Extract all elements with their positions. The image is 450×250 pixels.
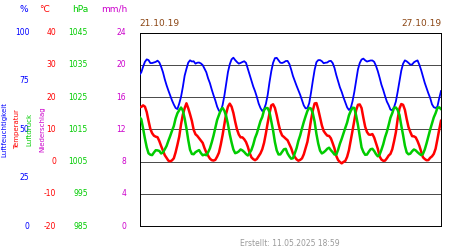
Text: 4: 4 [121,190,126,198]
Text: 24: 24 [117,28,126,37]
Text: 30: 30 [46,60,56,69]
Text: 50: 50 [19,125,29,134]
Text: 985: 985 [73,222,88,231]
Text: Luftfeuchtigkeit: Luftfeuchtigkeit [1,102,8,157]
Text: 20: 20 [117,60,126,69]
Text: 995: 995 [73,190,88,198]
Text: Temperatur: Temperatur [14,110,20,149]
Text: 1005: 1005 [68,157,88,166]
Text: 1045: 1045 [68,28,88,37]
Text: 10: 10 [47,125,56,134]
Text: 21.10.19: 21.10.19 [140,19,180,28]
Text: 0: 0 [121,222,126,231]
Text: 25: 25 [20,173,29,182]
Text: 0: 0 [24,222,29,231]
Text: Niederschlag: Niederschlag [39,106,45,152]
Text: 1035: 1035 [68,60,88,69]
Text: 1025: 1025 [68,92,88,102]
Text: 75: 75 [19,76,29,86]
Text: 100: 100 [15,28,29,37]
Text: 12: 12 [117,125,126,134]
Text: 8: 8 [121,157,126,166]
Text: 27.10.19: 27.10.19 [401,19,441,28]
Text: 16: 16 [117,92,126,102]
Text: mm/h: mm/h [102,5,128,14]
Text: %: % [19,5,28,14]
Text: 0: 0 [51,157,56,166]
Text: Erstellt: 11.05.2025 18:59: Erstellt: 11.05.2025 18:59 [240,238,340,248]
Text: -10: -10 [44,190,56,198]
Text: 40: 40 [46,28,56,37]
Text: 1015: 1015 [68,125,88,134]
Text: hPa: hPa [72,5,88,14]
Text: -20: -20 [44,222,56,231]
Text: Luftdruck: Luftdruck [27,113,33,146]
Text: 20: 20 [47,92,56,102]
Text: °C: °C [40,5,50,14]
